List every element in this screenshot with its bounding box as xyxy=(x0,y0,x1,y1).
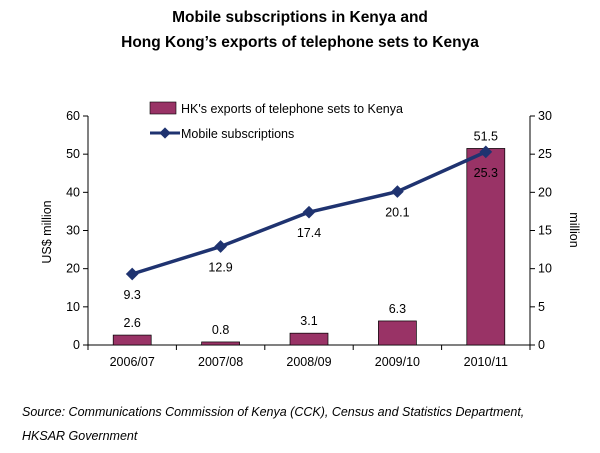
line-value-label: 9.3 xyxy=(124,288,141,302)
y2-tick-label: 30 xyxy=(538,109,552,123)
y-tick-label: 60 xyxy=(66,109,80,123)
y2-axis-title: million xyxy=(567,212,581,247)
line-point xyxy=(479,145,493,159)
y2-tick-label: 25 xyxy=(538,147,552,161)
bar xyxy=(112,334,152,346)
y2-tick-label: 5 xyxy=(538,300,545,314)
bar xyxy=(201,341,240,346)
x-tick-label: 2010/11 xyxy=(464,355,508,369)
y-tick-label: 40 xyxy=(66,185,80,199)
bar xyxy=(289,332,329,346)
chart-title-line-2: Hong Kong’s exports of telephone sets to… xyxy=(121,34,479,51)
x-tick-label: 2007/08 xyxy=(198,355,243,369)
bar xyxy=(378,320,417,346)
source-note: Source: Communications Commission of Ken… xyxy=(22,400,592,448)
y-tick-label: 30 xyxy=(66,224,80,238)
y-tick-label: 50 xyxy=(66,147,80,161)
y2-tick-label: 20 xyxy=(538,185,552,199)
line-value-label: 20.1 xyxy=(385,206,409,220)
line-value-label: 17.4 xyxy=(297,226,321,240)
data-labels: 2.6 0.8 3.1 6.3 51.5 9.3 12.9 17.4 20.1 25.3 xyxy=(124,129,499,337)
y2-tick-label: 15 xyxy=(538,224,552,238)
legend: HK's exports of telephone sets to Kenya … xyxy=(149,101,403,141)
line-series xyxy=(125,145,493,281)
line-point xyxy=(302,205,316,219)
y-tick-label: 20 xyxy=(66,262,80,276)
y2-tick-label: 10 xyxy=(538,262,552,276)
line-point xyxy=(214,240,227,253)
line-value-label: 12.9 xyxy=(208,261,232,275)
y2-tick-label: 0 xyxy=(538,338,545,352)
legend-line-label: Mobile subscriptions xyxy=(181,127,294,141)
x-tick-label: 2006/07 xyxy=(110,355,155,369)
bar-value-label: 0.8 xyxy=(212,323,229,337)
y-tick-label: 10 xyxy=(66,300,80,314)
y-axis-title: US$ million xyxy=(40,200,54,263)
x-tick-label: 2008/09 xyxy=(286,355,331,369)
legend-bar-swatch xyxy=(149,101,177,115)
line-point xyxy=(125,267,139,281)
bar xyxy=(466,148,506,346)
bar-value-label: 3.1 xyxy=(300,314,317,328)
line-point xyxy=(391,185,404,198)
y-tick-label: 0 xyxy=(73,338,80,352)
combo-chart: Mobile subscriptions in Kenya and Hong K… xyxy=(40,9,581,369)
chart-title-line-1: Mobile subscriptions in Kenya and xyxy=(172,9,428,26)
legend-line-marker xyxy=(159,127,171,139)
source-line-2: HKSAR Government xyxy=(22,429,138,443)
line-value-label: 25.3 xyxy=(474,166,498,180)
x-tick-label: 2009/10 xyxy=(375,355,420,369)
bar-series xyxy=(112,148,506,346)
bar-value-label: 2.6 xyxy=(124,316,141,330)
bar-value-label: 51.5 xyxy=(474,129,498,143)
source-line-1: Source: Communications Commission of Ken… xyxy=(22,405,525,419)
axes: 0 10 20 30 40 50 60 0 5 10 15 20 25 30 2006/07 2007/08 2… xyxy=(66,109,552,369)
legend-bar-label: HK's exports of telephone sets to Kenya xyxy=(181,102,403,116)
bar-value-label: 6.3 xyxy=(389,302,406,316)
